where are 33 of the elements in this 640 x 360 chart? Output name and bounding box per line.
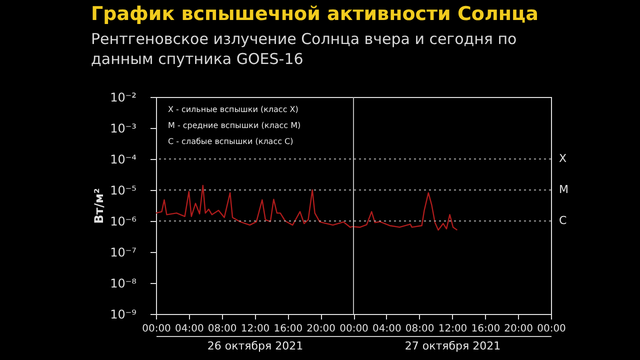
ref-line-label: X [559,152,567,165]
y-tick-label: 10⁻² [110,90,137,104]
y-tick-label: 10⁻⁹ [110,308,137,322]
x-tick-label: 08:00 [405,324,434,334]
x2-tick-label: 26 октября 2021 [207,340,304,352]
y-tick-label: 10⁻⁵ [110,184,137,198]
x-tick-label: 16:00 [471,324,500,334]
chart-subtitle: Рентгеновское излучение Солнца вчера и сегодня по данным спутника GOES-16 [91,30,517,68]
x-tick-label: 00:00 [142,324,171,334]
x-tick-label: 20:00 [504,324,533,334]
annotation: X - сильные вспышки (класс X) [168,105,298,114]
x-tick-label: 00:00 [537,324,566,334]
x-tick-label: 20:00 [306,324,336,334]
x-tick-label: 04:00 [372,324,402,334]
y-tick-label: 10⁻⁷ [110,246,137,260]
x-tick-label: 12:00 [240,324,270,334]
x-tick-label: 08:00 [208,324,237,334]
ref-line-label: M [559,183,568,196]
line-series [155,184,458,231]
y-axis-title: Вт/м² [92,188,106,224]
y-tick-label: 10⁻⁸ [110,276,137,290]
annotation: M - средние вспышки (класс M) [168,121,301,130]
x-tick-label: 00:00 [340,324,368,334]
x-tick-label: 04:00 [175,324,204,334]
y-tick-label: 10⁻⁴ [110,152,137,166]
chart-title: График вспышечной активности Солнца [91,3,538,25]
x-tick-label: 16:00 [274,324,303,334]
y-tick-label: 10⁻⁶ [110,214,137,228]
annotation: C - слабые вспышки (класс C) [168,137,294,146]
ref-line-label: C [559,214,567,227]
x2-tick-label: 27 октября 2021 [404,340,501,352]
x-tick-label: 12:00 [438,324,468,334]
y-tick-label: 10⁻³ [110,122,137,136]
